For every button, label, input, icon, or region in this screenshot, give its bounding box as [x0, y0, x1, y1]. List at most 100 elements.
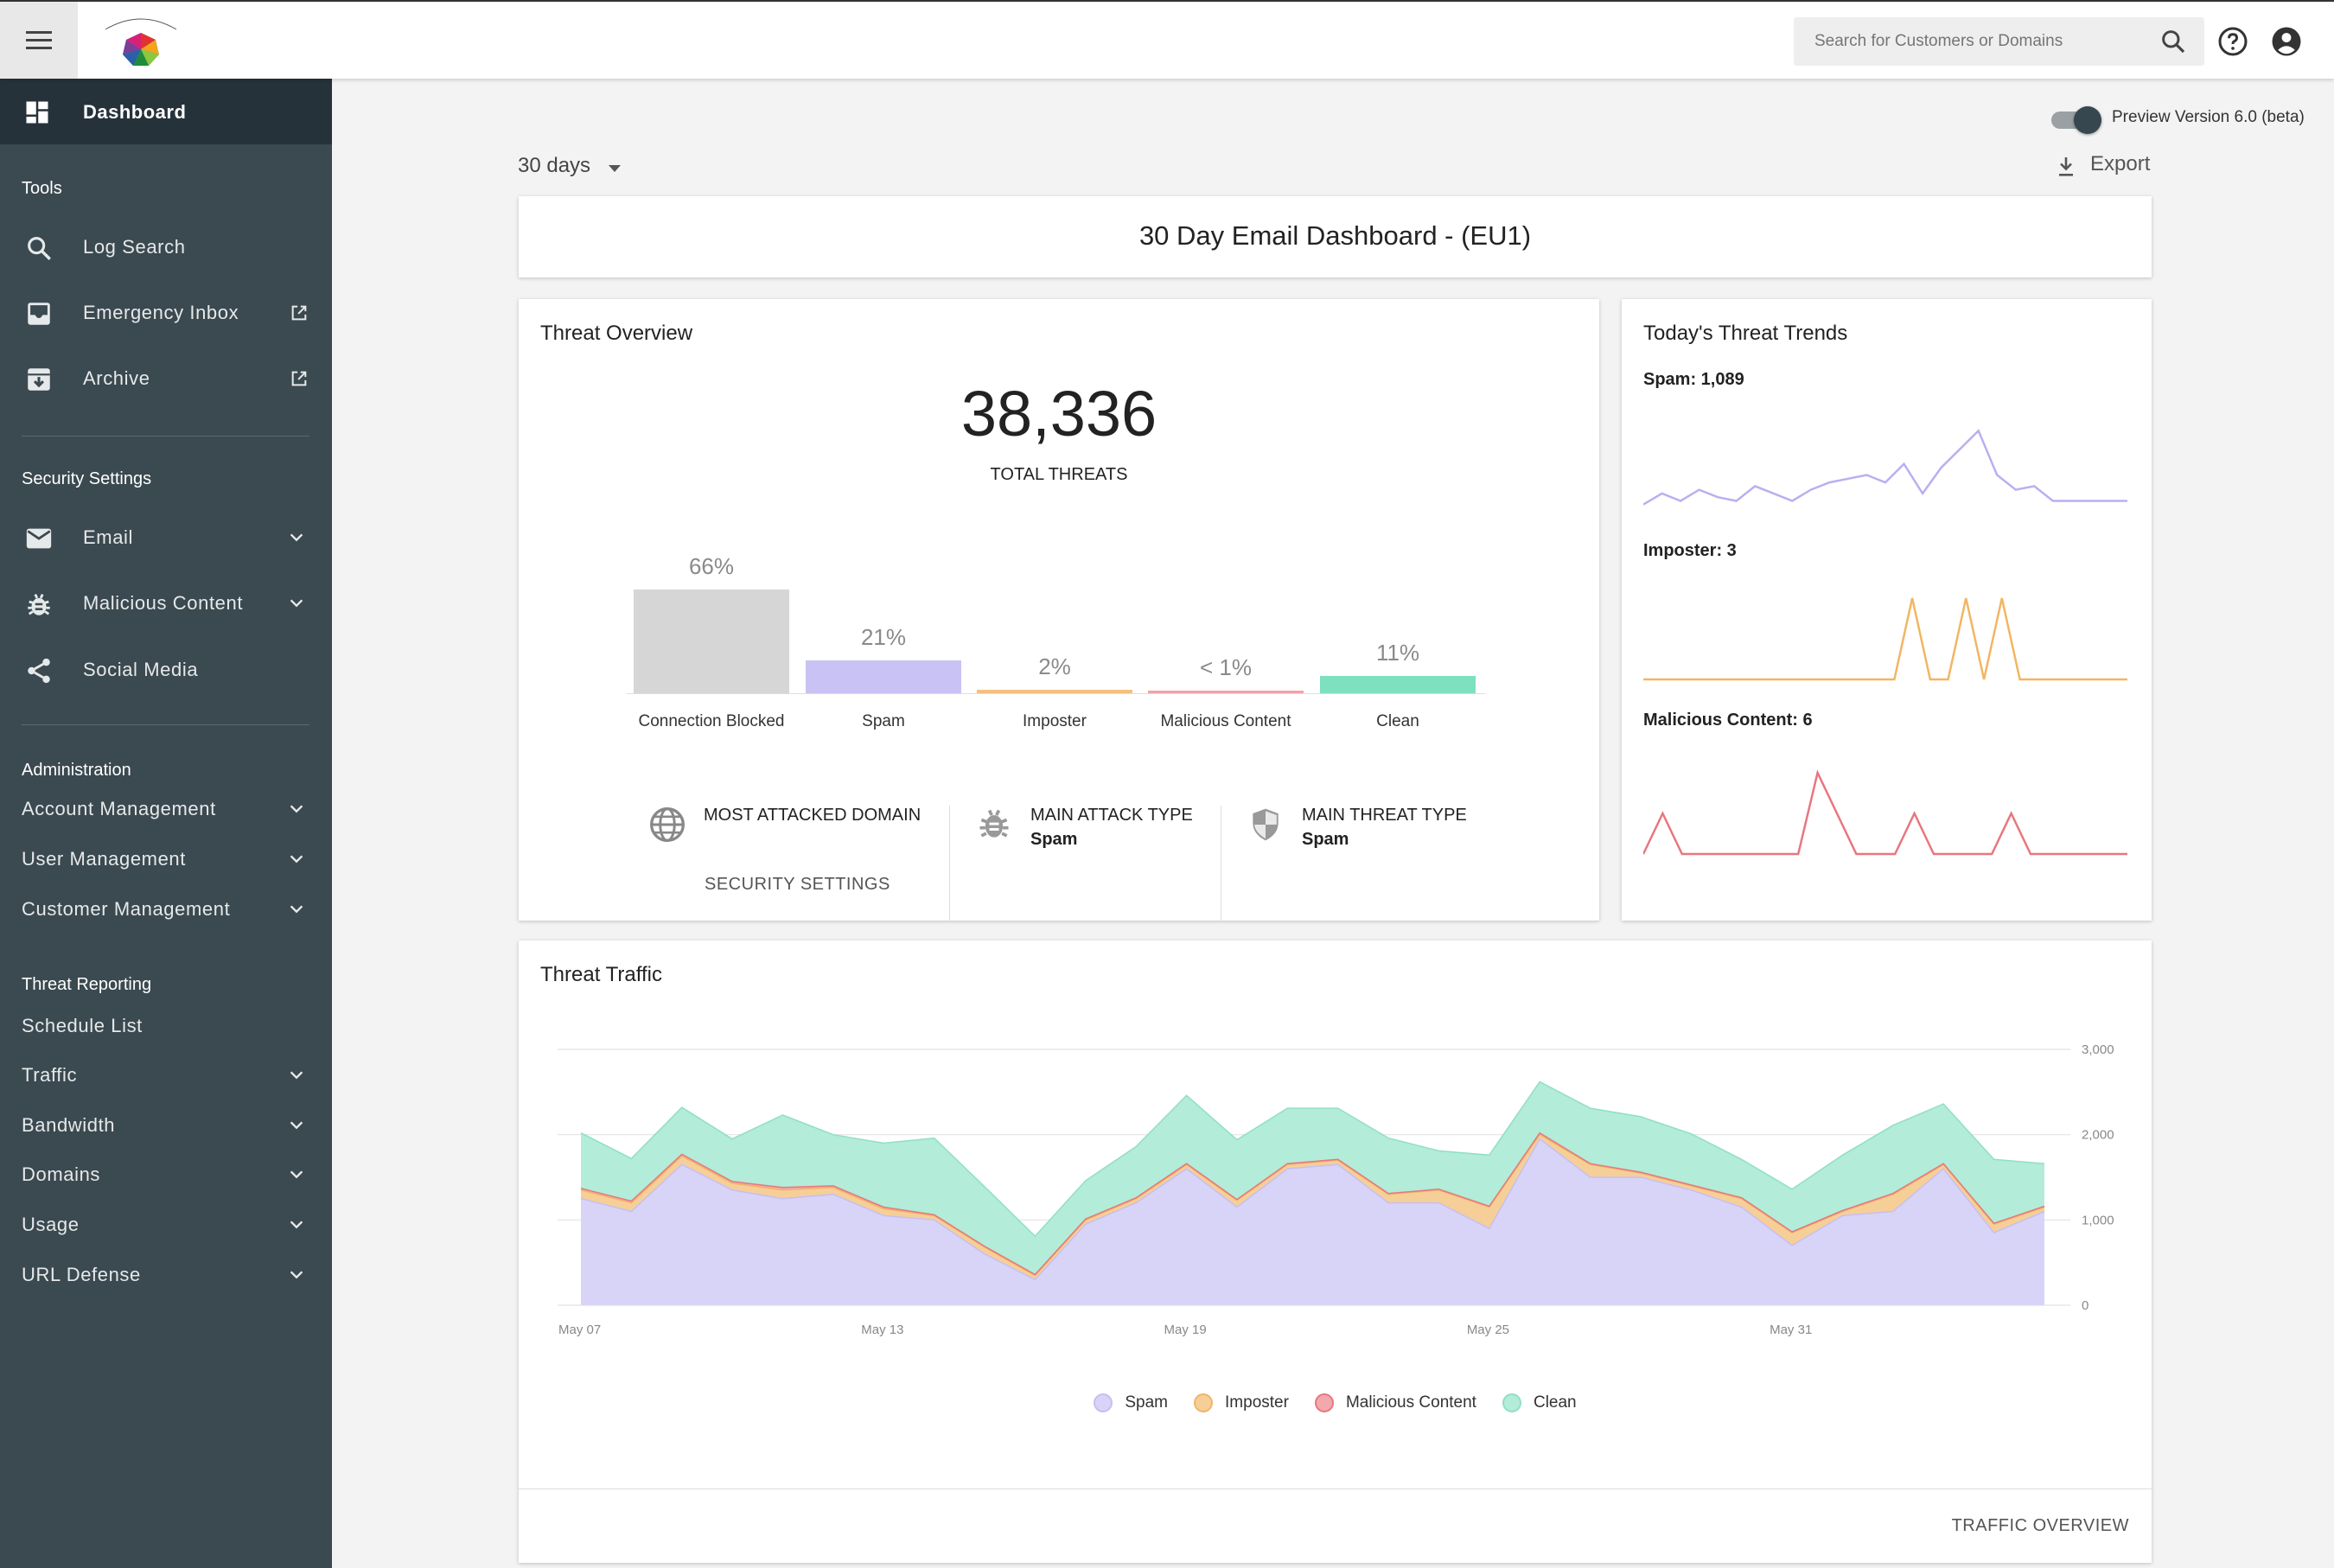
legend-label: Malicious Content [1345, 1393, 1476, 1412]
section-heading-security: Security Settings [22, 469, 152, 488]
sidebar-item-label: Customer Management [22, 898, 231, 920]
sidebar-item-bandwidth[interactable]: Bandwidth [0, 1099, 332, 1151]
sidebar-item-dashboard[interactable]: Dashboard [0, 79, 332, 144]
security-settings-link[interactable]: SECURITY SETTINGS [705, 875, 890, 894]
bar-percent-label: < 1% [1200, 654, 1252, 680]
legend-item-malicious-content[interactable]: Malicious Content [1314, 1393, 1476, 1412]
sidebar-item-malicious-content[interactable]: Malicious Content [0, 577, 332, 628]
chart-legend: Spam Imposter Malicious Content Clean [519, 1393, 2152, 1412]
legend-swatch [1502, 1393, 1521, 1412]
preview-version-label: Preview Version 6.0 (beta) [2112, 108, 2305, 126]
card-title: Threat Traffic [540, 963, 662, 986]
info-value: Spam [1302, 830, 1349, 849]
account-icon[interactable] [2271, 26, 2302, 57]
top-bar [0, 0, 2334, 79]
sidebar-item-label: Email [83, 526, 134, 548]
search-input[interactable] [1814, 17, 2143, 66]
total-threats-label: TOTAL THREATS [990, 465, 1128, 484]
bar-category-label: Imposter [1023, 712, 1087, 730]
x-tick-label: May 31 [1770, 1323, 1812, 1337]
sidebar-item-label: URL Defense [22, 1264, 141, 1285]
mail-icon [26, 528, 52, 549]
legend-item-clean[interactable]: Clean [1502, 1393, 1577, 1412]
chevron-down-icon [290, 855, 303, 864]
bug-icon [979, 809, 1009, 838]
bar-spam[interactable] [806, 660, 961, 693]
sidebar-item-user-management[interactable]: User Management [0, 832, 332, 884]
caret-down-icon[interactable] [608, 164, 622, 173]
card-footer-divider [519, 1488, 2152, 1489]
archive-icon [28, 368, 50, 391]
chevron-down-icon [290, 1271, 303, 1279]
area-edge-imposter [580, 1133, 2045, 1277]
globe-icon [650, 807, 685, 842]
toggle-knob [2074, 106, 2101, 134]
legend-item-imposter[interactable]: Imposter [1194, 1393, 1289, 1412]
bar-connection-blocked[interactable] [634, 590, 789, 693]
bar-malicious-content[interactable] [1148, 691, 1304, 693]
search-icon [28, 237, 51, 260]
sidebar-item-traffic[interactable]: Traffic [0, 1049, 332, 1100]
legend-label: Imposter [1225, 1393, 1289, 1412]
sidebar-item-label: Emergency Inbox [83, 302, 239, 323]
sidebar-item-email[interactable]: Email [0, 511, 332, 563]
x-axis: May 07 May 13 May 19 May 25 May 31 [558, 1323, 1812, 1337]
menu-button[interactable] [0, 2, 78, 79]
help-icon[interactable] [2217, 26, 2248, 57]
legend-item-spam[interactable]: Spam [1094, 1393, 1168, 1412]
bar-percent-label: 66% [688, 553, 735, 579]
page-title: 30 Day Email Dashboard - (EU1) [1138, 220, 1532, 251]
sidebar-item-emergency-inbox[interactable]: Emergency Inbox [0, 286, 332, 338]
bug-icon [28, 594, 50, 615]
info-key: MAIN THREAT TYPE [1302, 806, 1467, 825]
sidebar-item-customer-management[interactable]: Customer Management [0, 883, 332, 934]
bar-category-label: Clean [1376, 712, 1419, 730]
sidebar-item-url-defense[interactable]: URL Defense [0, 1248, 332, 1300]
sidebar-item-usage[interactable]: Usage [0, 1198, 332, 1250]
sparkline-path [1643, 769, 2127, 856]
area-edge-spam [580, 1138, 2045, 1281]
card-title: Today's Threat Trends [1643, 322, 1848, 345]
section-heading-tools: Tools [22, 179, 62, 198]
chevron-down-icon [290, 1071, 303, 1080]
bar-category-label: Spam [862, 712, 905, 730]
traffic-overview-link[interactable]: TRAFFIC OVERVIEW [1951, 1516, 2129, 1535]
preview-toggle[interactable] [2051, 106, 2101, 134]
sidebar-item-label: Dashboard [83, 101, 187, 123]
sidebar-item-label: Bandwidth [22, 1114, 116, 1136]
bar-imposter[interactable] [977, 690, 1132, 693]
threat-traffic-card: 3,000 2,000 1,000 0 May 07 May 13 May 19 May 25… [519, 940, 2152, 1563]
imposter-sparkline [1643, 597, 2127, 681]
sparkline-path [1643, 597, 2127, 681]
card-title: Threat Overview [540, 322, 693, 345]
spambrella-logo[interactable] [102, 14, 180, 70]
spam-trend-label: Spam: 1,089 [1643, 370, 1744, 389]
sidebar-item-archive[interactable]: Archive [0, 352, 332, 404]
dashboard-title-card: 30 Day Email Dashboard - (EU1) [519, 196, 2152, 277]
download-icon [2059, 157, 2073, 176]
sidebar-item-log-search[interactable]: Log Search [0, 220, 332, 272]
chevron-down-icon [290, 1121, 303, 1130]
sidebar-item-schedule-list[interactable]: Schedule List [0, 999, 332, 1051]
legend-swatch [1094, 1393, 1113, 1412]
bar-percent-label: 11% [1375, 640, 1420, 666]
section-heading-administration: Administration [22, 761, 131, 780]
info-key: MOST ATTACKED DOMAIN [704, 806, 921, 825]
sidebar-item-domains[interactable]: Domains [0, 1148, 332, 1200]
bar-baseline [627, 693, 1485, 694]
dashboard-icon [26, 101, 48, 124]
area-series-group [580, 1080, 2045, 1305]
x-tick-label: May 07 [558, 1323, 601, 1337]
bar-clean[interactable] [1320, 676, 1476, 693]
sidebar-item-label: Social Media [83, 659, 199, 680]
period-select[interactable]: 30 days [518, 154, 591, 177]
sidebar-item-account-management[interactable]: Account Management [0, 782, 332, 834]
sidebar-item-social-media[interactable]: Social Media [0, 643, 332, 695]
malicious-trend-label: Malicious Content: 6 [1643, 711, 1813, 730]
x-tick-label: May 13 [861, 1323, 903, 1337]
area-spam[interactable] [581, 1138, 2044, 1305]
area-edge-clean [580, 1080, 2045, 1238]
search-icon[interactable] [2159, 28, 2187, 55]
area-edge-malicious-content [580, 1131, 2045, 1276]
chevron-down-icon [290, 1221, 303, 1229]
